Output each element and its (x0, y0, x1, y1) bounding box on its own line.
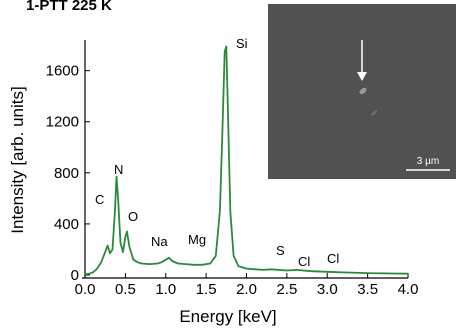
x-tick-label: 3.0 (317, 281, 338, 298)
x-tick-label: 2.0 (236, 281, 257, 298)
sem-inset: 3 µm (268, 4, 456, 179)
scale-label: 3 µm (417, 156, 439, 167)
x-tick-label: 2.5 (276, 281, 297, 298)
chart-title: 1-PTT 225 K (26, 0, 112, 14)
y-axis-label: Intensity [arb. units] (8, 86, 27, 233)
x-axis-label: Energy [keV] (179, 307, 276, 326)
peak-label: N (114, 162, 123, 177)
y-tick-label: 1600 (46, 63, 79, 80)
x-tick-label: 0.0 (75, 281, 96, 298)
peak-label: C (95, 192, 104, 207)
x-tick-label: 1.5 (196, 281, 217, 298)
y-tick-label: 400 (54, 216, 79, 233)
x-tick-label: 0.5 (115, 281, 136, 298)
peak-label: Cl (327, 251, 339, 266)
peak-label: Na (151, 234, 168, 249)
peak-label: O (128, 209, 138, 224)
y-tick-label: 1200 (46, 114, 79, 131)
x-tick-label: 1.0 (155, 281, 176, 298)
y-tick-label: 800 (54, 165, 79, 182)
x-tick-label: 3.5 (357, 281, 378, 298)
peak-label: Si (236, 36, 248, 51)
peak-label: Cl (298, 254, 310, 269)
chart: 1-PTT 225 K 3 µm Energy [keV] Intensity … (0, 0, 460, 329)
peak-label: S (276, 243, 285, 258)
x-tick-label: 4.0 (398, 281, 419, 298)
peak-label: Mg (188, 232, 206, 247)
